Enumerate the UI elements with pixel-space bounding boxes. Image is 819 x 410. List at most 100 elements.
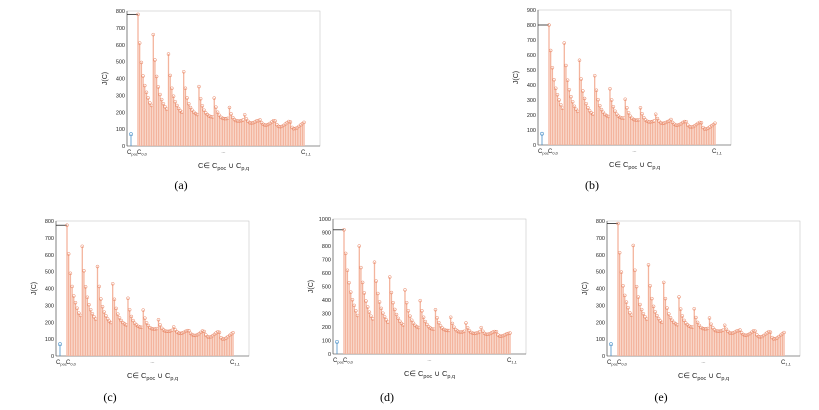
x-tick-label-second: C0,0 (137, 150, 148, 157)
stem-marker (452, 325, 456, 330)
y-tick-label: 800 (527, 23, 536, 29)
poc-marker (609, 342, 613, 347)
stem-marker (97, 284, 101, 289)
stem-marker (631, 243, 635, 248)
stem-marker (83, 285, 88, 289)
stem-marker (193, 111, 198, 116)
stem-marker (99, 297, 103, 301)
stem-marker (615, 112, 619, 116)
y-tick-label: 800 (596, 219, 605, 225)
stem-marker (138, 325, 142, 329)
stem-marker (650, 296, 654, 301)
caption-b: (b) (585, 178, 599, 192)
stem-marker (418, 298, 422, 303)
stem-marker (176, 106, 181, 111)
y-tick-label: 400 (116, 77, 125, 83)
y-tick-label: 600 (116, 43, 125, 49)
stem-marker (379, 306, 384, 311)
stem-marker (753, 329, 757, 333)
x-tick-label-first: Cpoc (538, 149, 549, 156)
x-axis-label: C∈ Cpoc ∪ Cp,q (404, 369, 455, 380)
x-tick-label-last: C1,1 (712, 149, 723, 156)
stem-marker (569, 94, 573, 99)
stem-marker (611, 105, 616, 109)
stem-marker (406, 309, 411, 313)
stem-marker (158, 92, 162, 97)
stem-marker (144, 321, 149, 325)
stem-marker (261, 122, 266, 127)
stem-marker (82, 269, 86, 273)
stem-marker (190, 108, 194, 112)
y-tick-label: 500 (527, 68, 536, 74)
y-tick-label: 0 (122, 144, 125, 150)
stem-marker (645, 119, 649, 124)
x-tick-label-last: C1,1 (781, 360, 792, 367)
stem-marker (129, 314, 134, 319)
stem-marker (702, 327, 707, 331)
stem-marker (684, 120, 688, 124)
x-axis-label: C∈ Cpoc ∪ Cp,q (609, 160, 660, 171)
stem-marker (65, 223, 69, 227)
stem-marker (217, 113, 222, 118)
stem-marker (343, 251, 348, 256)
stem-marker (442, 327, 446, 332)
stem-marker (85, 295, 90, 300)
stem-marker (713, 121, 717, 125)
stem-marker (756, 334, 761, 339)
stem-marker (156, 317, 161, 322)
stem-marker (396, 316, 400, 321)
caption-c: (c) (103, 390, 117, 404)
stem-marker (139, 60, 144, 65)
stem-marker (168, 73, 172, 78)
stem-marker (217, 330, 222, 335)
stem-marker (148, 325, 152, 330)
stem-marker (105, 317, 110, 321)
stem-marker (601, 110, 605, 115)
y-tick-label: 300 (45, 303, 54, 309)
y-tick-label: 500 (596, 270, 605, 276)
stem-marker (357, 244, 361, 248)
x-tick-label-last: C1,1 (301, 150, 312, 157)
y-tick-label: 700 (45, 236, 54, 242)
stem-marker (438, 324, 443, 328)
stem-marker (667, 312, 671, 316)
stem-marker (165, 329, 169, 334)
stem-marker (350, 297, 355, 302)
chart-e: 0 100 200 300 400 500 600 700 800 Cpoc C0,0... C1,1… (577, 211, 807, 391)
stem-marker (642, 115, 646, 120)
stem-marker (288, 120, 293, 124)
stem-marker (655, 313, 659, 318)
stem-marker (648, 284, 652, 288)
chart-d: 0 100 200 300 400 500 600 700 800 900 1000 Cpoc C0,0… (303, 209, 533, 389)
y-tick-label: 800 (322, 244, 331, 250)
poc-marker (129, 132, 133, 137)
stem-marker (415, 324, 419, 329)
stem-marker (728, 331, 732, 335)
poc-marker (335, 339, 339, 344)
stem-marker (80, 244, 84, 249)
stem-marker (631, 117, 636, 122)
stem-marker (352, 303, 356, 308)
x-tick-label-second: C0,0 (66, 360, 77, 367)
stem-plot-b: 0 100 200 300 400 500 600 700 800 900 Cpoc C0,0... C… (513, 8, 732, 171)
stem-marker (699, 121, 704, 125)
stem-marker (738, 328, 742, 332)
stem-marker (73, 300, 78, 305)
y-tick-label: 500 (45, 270, 54, 276)
stem-marker (623, 97, 627, 101)
stem-plot-e: 0 100 200 300 400 500 600 700 800 Cpoc C0,0... C1,1… (582, 219, 801, 382)
stem-marker (302, 120, 306, 125)
stem-marker (117, 316, 122, 320)
stem-marker (709, 322, 713, 327)
stem-marker (428, 326, 433, 330)
stem-marker (242, 113, 247, 117)
y-axis-label: J(C) (582, 282, 589, 295)
stem-marker (271, 118, 276, 123)
stem-marker (216, 330, 220, 334)
stem-plot-c: 0 100 200 300 400 500 600 700 800 Cpoc C0,0... C1,1… (31, 219, 250, 382)
stem-marker (232, 117, 237, 122)
stem-marker (185, 96, 189, 100)
stem-marker (672, 122, 677, 127)
stem-marker (384, 318, 389, 322)
stem-marker (175, 330, 179, 334)
